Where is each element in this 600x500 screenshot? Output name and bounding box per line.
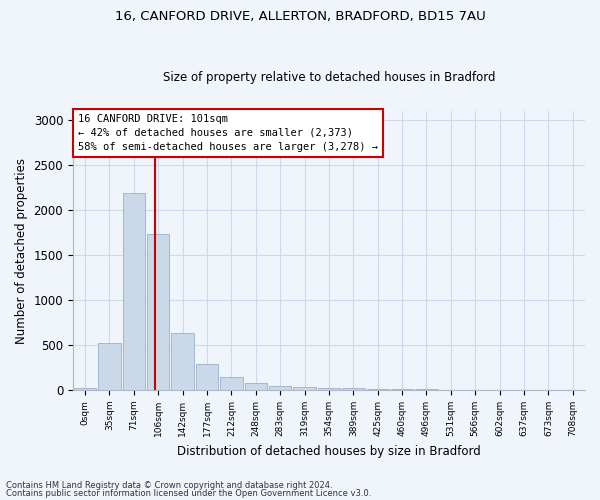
Bar — [367, 388, 389, 390]
Bar — [147, 234, 169, 390]
Bar — [342, 388, 365, 390]
Bar — [318, 388, 340, 390]
Bar — [122, 194, 145, 390]
Bar — [245, 384, 267, 390]
X-axis label: Distribution of detached houses by size in Bradford: Distribution of detached houses by size … — [177, 444, 481, 458]
Bar — [269, 386, 292, 390]
Bar — [391, 389, 413, 390]
Bar — [172, 333, 194, 390]
Text: 16, CANFORD DRIVE, ALLERTON, BRADFORD, BD15 7AU: 16, CANFORD DRIVE, ALLERTON, BRADFORD, B… — [115, 10, 485, 23]
Bar — [293, 388, 316, 390]
Bar — [220, 376, 242, 390]
Title: Size of property relative to detached houses in Bradford: Size of property relative to detached ho… — [163, 70, 495, 84]
Text: 16 CANFORD DRIVE: 101sqm
← 42% of detached houses are smaller (2,373)
58% of sem: 16 CANFORD DRIVE: 101sqm ← 42% of detach… — [78, 114, 378, 152]
Text: Contains public sector information licensed under the Open Government Licence v3: Contains public sector information licen… — [6, 489, 371, 498]
Y-axis label: Number of detached properties: Number of detached properties — [15, 158, 28, 344]
Bar — [98, 344, 121, 390]
Bar — [74, 388, 97, 390]
Bar — [196, 364, 218, 390]
Text: Contains HM Land Registry data © Crown copyright and database right 2024.: Contains HM Land Registry data © Crown c… — [6, 480, 332, 490]
